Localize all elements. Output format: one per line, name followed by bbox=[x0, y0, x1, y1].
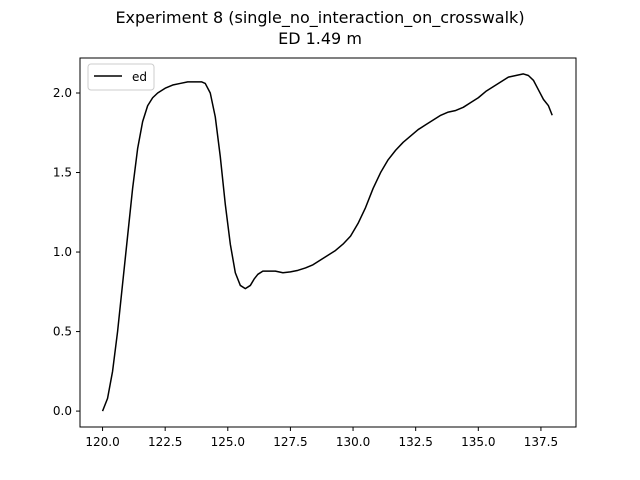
x-tick-label: 122.5 bbox=[148, 435, 182, 449]
x-tick-label: 130.0 bbox=[336, 435, 370, 449]
series-line-ed bbox=[101, 73, 553, 412]
x-tick-label: 120.0 bbox=[85, 435, 119, 449]
x-tick-label: 132.5 bbox=[398, 435, 432, 449]
y-tick-label: 1.0 bbox=[53, 245, 72, 259]
plot-area bbox=[101, 73, 553, 412]
x-tick-label: 137.5 bbox=[524, 435, 558, 449]
x-tick-label: 135.0 bbox=[461, 435, 495, 449]
plot-frame bbox=[79, 57, 577, 428]
chart-title: Experiment 8 (single_no_interaction_on_c… bbox=[115, 8, 524, 28]
y-tick-label: 0.0 bbox=[53, 404, 72, 418]
y-tick-label: 2.0 bbox=[53, 86, 72, 100]
legend-label-ed: ed bbox=[132, 70, 147, 84]
chart-subtitle: ED 1.49 m bbox=[278, 29, 362, 48]
axis-ticks: 120.0 122.5 125.0 127.5 130.0 132.5 135.0 137.5… bbox=[53, 86, 558, 449]
legend-box bbox=[87, 63, 155, 91]
legend: ed bbox=[87, 63, 155, 91]
y-tick-label: 0.5 bbox=[53, 325, 72, 339]
y-tick-label: 1.5 bbox=[53, 166, 72, 180]
x-tick-label: 125.0 bbox=[211, 435, 245, 449]
x-tick-label: 127.5 bbox=[273, 435, 307, 449]
